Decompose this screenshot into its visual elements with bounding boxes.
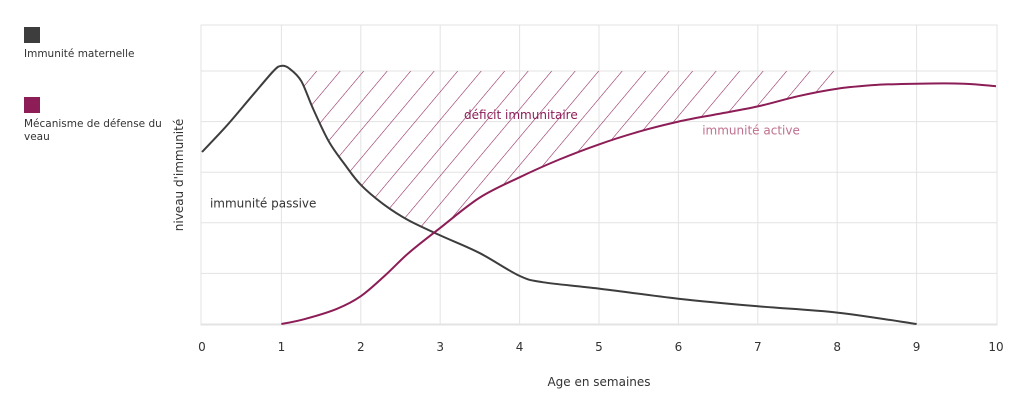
x-ticks: 0 1 2 3 4 5 6 7 8 9 10 <box>198 340 1003 354</box>
legend-item-maternal: Immunité maternelle <box>24 27 174 61</box>
legend-swatch-calf <box>24 97 40 113</box>
legend-item-calf: Mécanisme de défense du veau <box>24 97 174 144</box>
deficit-hatched-region <box>301 71 838 232</box>
x-axis-title: Age en semaines <box>547 375 650 389</box>
x-tick-label: 5 <box>595 340 603 354</box>
series-line-passive <box>201 64 917 325</box>
plot-frame <box>200 24 998 326</box>
x-tick-label: 7 <box>754 340 762 354</box>
x-tick-label: 2 <box>357 340 365 354</box>
x-tick-label: 3 <box>436 340 444 354</box>
legend-label-calf: Mécanisme de défense du veau <box>24 118 162 143</box>
y-axis-title: niveau d'immunité <box>172 119 186 231</box>
annotations: déficit immunitaire immunité active immuni… <box>210 108 800 211</box>
series-line-active <box>281 82 997 325</box>
x-tick-label: 0 <box>198 340 206 354</box>
annotation-label: immunité active <box>702 123 800 137</box>
x-tick-label: 10 <box>988 340 1003 354</box>
x-tick-label: 1 <box>278 340 286 354</box>
legend-swatch-maternal <box>24 27 40 43</box>
x-tick-label: 6 <box>675 340 683 354</box>
x-tick-label: 4 <box>516 340 524 354</box>
series-layer <box>201 64 997 325</box>
annotation-label: immunité passive <box>210 197 316 211</box>
x-tick-label: 8 <box>833 340 841 354</box>
x-tick-label: 9 <box>913 340 921 354</box>
annotation-label: déficit immunitaire <box>464 108 578 122</box>
legend-label-maternal: Immunité maternelle <box>24 48 135 60</box>
